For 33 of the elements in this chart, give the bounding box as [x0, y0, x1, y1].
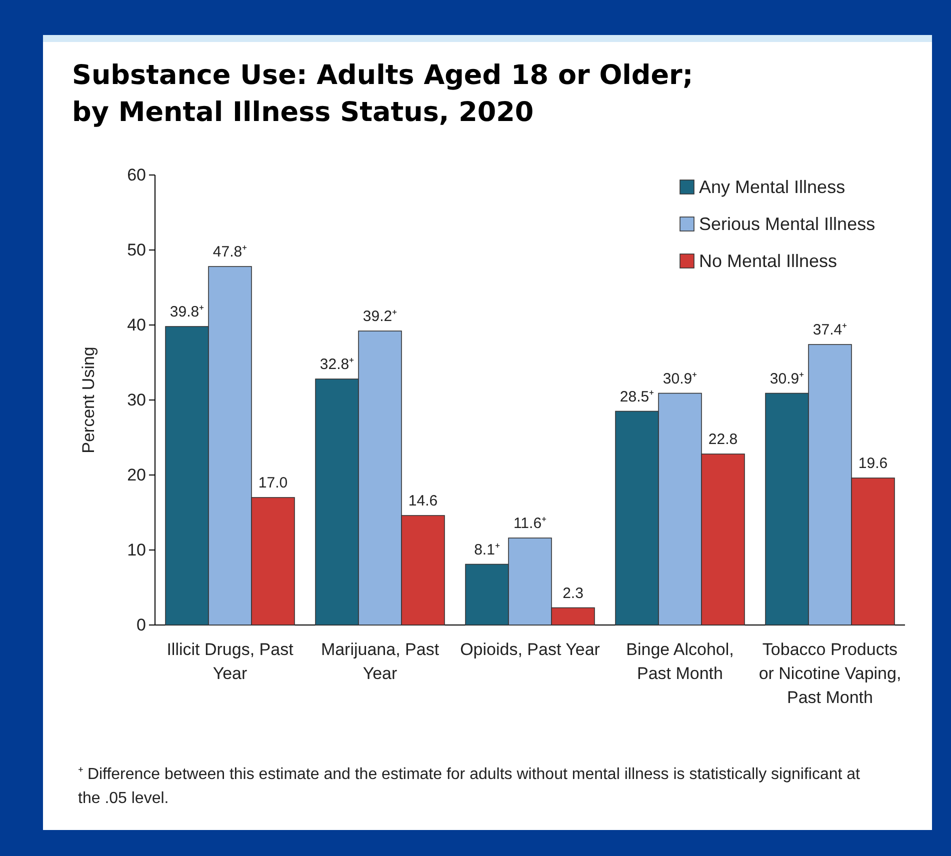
text: ⁺ Difference between this estimate and the estimate for adults without mental illness is statistically significant at the .05 level.: [78, 766, 861, 807]
y-tick-label: 10: [127, 540, 146, 560]
data-label: 17.0: [258, 474, 288, 492]
y-tick-label: 0: [136, 615, 146, 634]
data-label: 28.5⁺: [620, 388, 654, 406]
x-tick-label: Illicit Drugs, Past Year: [166, 640, 294, 683]
data-label: 37.4⁺: [812, 322, 848, 338]
data-label: 39.8⁺: [170, 304, 204, 320]
y-tick-label: 50: [127, 240, 146, 260]
data-label: 19.6: [858, 455, 888, 472]
legend-label: Any Mental Illness: [699, 177, 846, 197]
y-axis-title: Percent Using: [79, 346, 98, 454]
data-label: 39.2⁺: [362, 308, 398, 325]
y-tick-label: 40: [127, 315, 146, 334]
data-label: 2.3: [562, 584, 584, 602]
legend-label: Serious Mental Illness: [699, 214, 876, 234]
y-tick-label: 30: [127, 390, 146, 410]
data-label: 22.8: [708, 431, 738, 448]
data-label: 11.6⁺: [513, 515, 547, 532]
data-label: 30.9⁺: [662, 370, 698, 388]
data-label: 8.1⁺: [474, 541, 500, 558]
y-tick-label: 60: [127, 165, 146, 184]
legend-label: No Mental Illness: [699, 251, 838, 271]
data-label: 32.8⁺: [320, 356, 354, 373]
data-label: 47.8⁺: [212, 244, 248, 260]
y-tick-label: 20: [127, 465, 146, 484]
x-tick-label: Opioids, Past Year: [460, 640, 600, 659]
x-tick-label: Tobacco Products or Nicotine Vaping, Past Month: [758, 640, 902, 707]
x-tick-label: Marijuana, Past Year: [320, 640, 440, 683]
x-tick-label: Binge Alcohol, Past Month: [626, 640, 734, 683]
data-label: 14.6: [408, 492, 438, 510]
data-label: 30.9⁺: [770, 370, 804, 388]
chart-title: Substance Use: Adults Aged 18 or Older; by Mental Illness Status, 2020: [72, 60, 694, 128]
